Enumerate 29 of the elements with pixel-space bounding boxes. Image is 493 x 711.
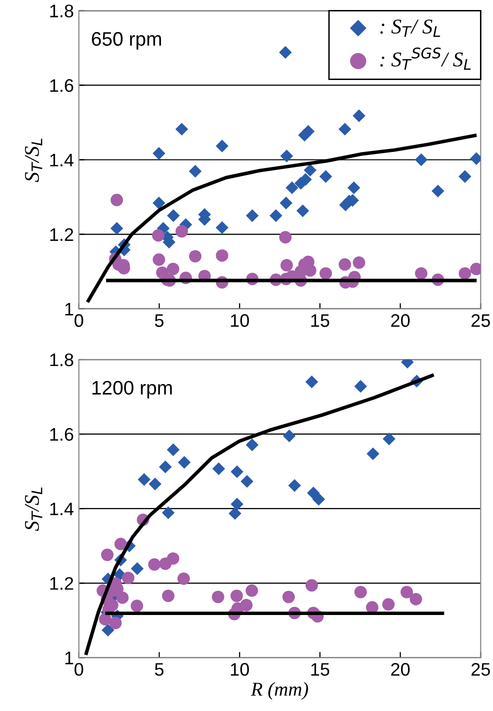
x-tick-label: 10 [230,663,249,676]
x-tick-label: 20 [391,314,410,327]
legend-label: : S$_{T}$$^{SGS}$/ S$_{L}$ [380,48,471,70]
y-tick-label: 1.8 [50,4,74,18]
x-tick-label: 10 [230,314,249,327]
x-tick-label: 0 [74,314,84,327]
annotation: 650 rpm [92,32,161,50]
x-tick-label: 20 [391,663,410,676]
y-tick-label: 1.2 [50,228,74,241]
y-tick-label: 1.4 [50,154,74,166]
annotation: 1200 rpm [92,380,172,399]
y-tick-label: 1 [65,302,74,316]
x-tick-label: 0 [74,663,84,676]
y-tick-label: 1.2 [50,577,74,590]
y-tick-label: 1.6 [50,428,74,441]
y-tick-label: 1.8 [50,353,74,366]
y-axis-title: S$_{T}$/S$_{L}$ [24,138,42,182]
x-tick-label: 25 [472,663,490,676]
x-tick-label: 5 [154,663,164,676]
legend-label: : S$_{T}$/ S$_{L}$ [380,20,440,37]
y-tick-label: 1.6 [50,79,74,92]
x-axis-title: R (mm) [250,682,308,700]
y-axis-title: S$_{T}$/S$_{L}$ [24,487,42,531]
x-tick-label: 25 [472,314,490,327]
y-tick-label: 1.4 [50,502,74,516]
x-tick-label: 15 [311,663,330,676]
x-tick-label: 5 [154,314,164,327]
x-tick-label: 15 [311,314,330,327]
y-tick-label: 1 [65,652,74,664]
